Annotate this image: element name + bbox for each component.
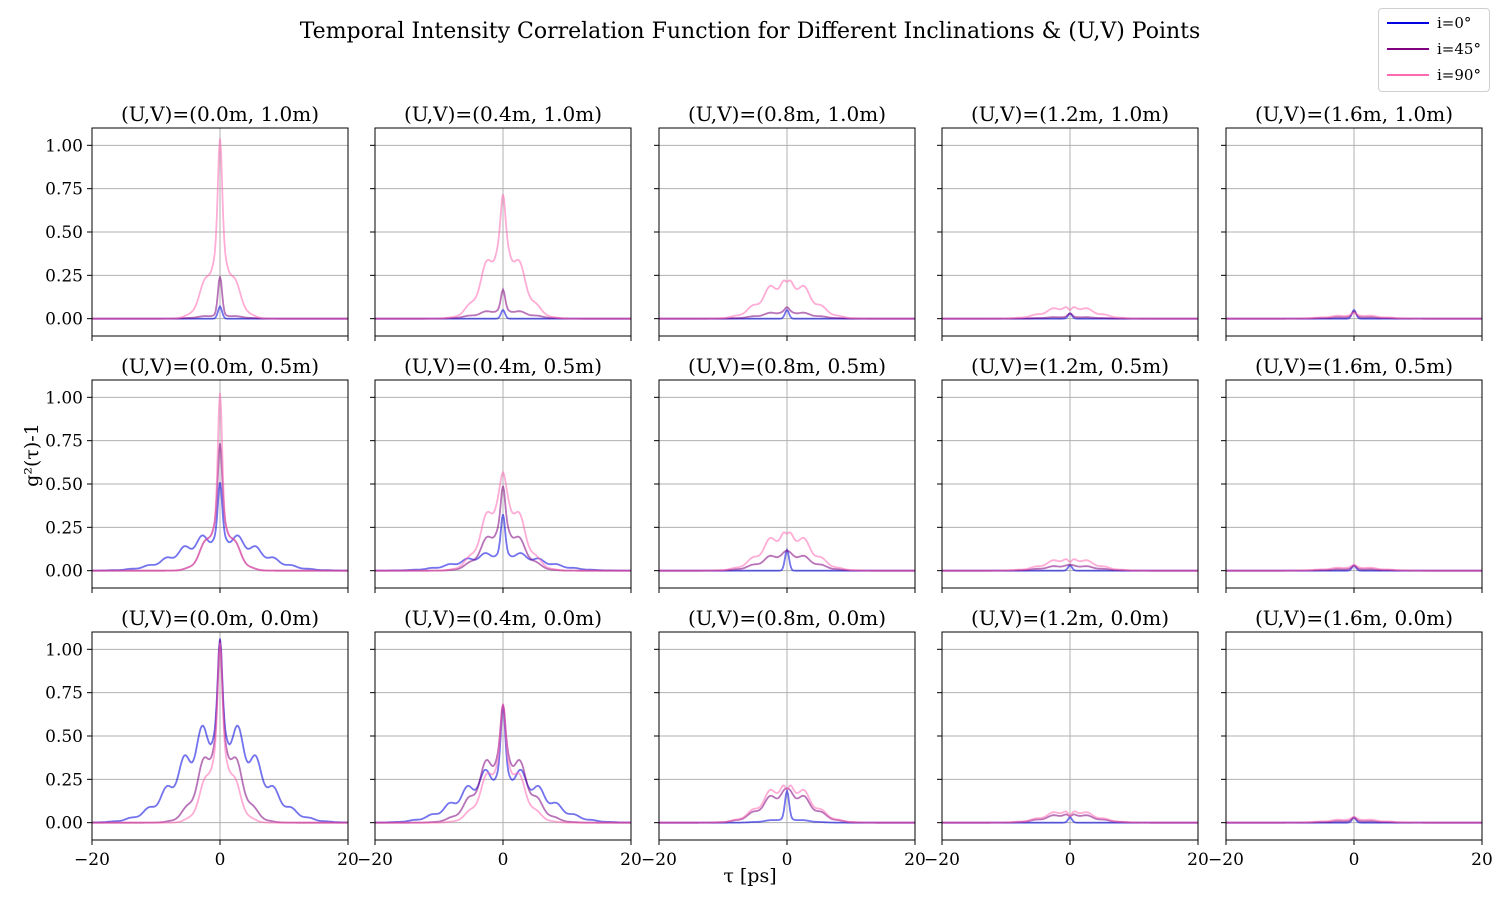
y-tick-label: 1.00	[45, 136, 83, 156]
x-tick-label: 20	[1471, 850, 1493, 870]
y-tick-label: 0.00	[45, 814, 83, 834]
y-tick-label: 0.75	[45, 432, 83, 452]
panel-5: (U,V)=(1.6m, 1.0m)	[1221, 102, 1483, 341]
x-tick-label: −20	[641, 850, 677, 870]
x-tick-label: −20	[1208, 850, 1244, 870]
panel-title: (U,V)=(0.4m, 0.5m)	[404, 354, 602, 378]
series-line	[375, 703, 631, 824]
x-tick-label: 0	[1349, 850, 1360, 870]
y-tick-label: 0.75	[45, 180, 83, 200]
panel-1: (U,V)=(0.0m, 1.0m) 0.00 0.25 0.50 0.75 1.00	[45, 102, 349, 341]
x-tick-label: 0	[498, 850, 509, 870]
series-line	[92, 138, 348, 320]
series-line	[659, 279, 915, 320]
panel-12: (U,V)=(0.4m, 0.0m) −20 0 20	[357, 606, 642, 870]
y-tick-label: 0.50	[45, 223, 83, 243]
series-line	[92, 392, 348, 572]
legend-item-i45: i=45°	[1387, 39, 1481, 59]
panel-title: (U,V)=(0.8m, 0.5m)	[688, 354, 886, 378]
x-tick-label: 20	[904, 850, 926, 870]
y-tick-label: 0.50	[45, 475, 83, 495]
panel-title: (U,V)=(0.8m, 1.0m)	[688, 102, 886, 126]
panel-title: (U,V)=(0.8m, 0.0m)	[688, 606, 886, 630]
series-line	[942, 306, 1198, 320]
series-line	[659, 784, 915, 824]
legend-item-i0: i=0°	[1387, 13, 1471, 33]
x-tick-label: 0	[782, 850, 793, 870]
y-tick-label: 0.50	[45, 727, 83, 747]
series-line	[659, 531, 915, 572]
y-tick-label: 0.00	[45, 310, 83, 330]
legend-swatch-i45	[1387, 48, 1429, 50]
panel-title: (U,V)=(0.4m, 0.0m)	[404, 606, 602, 630]
x-tick-label: 0	[215, 850, 226, 870]
panel-title: (U,V)=(0.0m, 0.5m)	[121, 354, 319, 378]
panel-title: (U,V)=(0.4m, 1.0m)	[404, 102, 602, 126]
y-tick-label: 0.25	[45, 770, 83, 790]
legend-label-i0: i=0°	[1437, 14, 1472, 32]
y-axis-label: g²(τ)-1	[21, 423, 43, 487]
panel-title: (U,V)=(1.6m, 0.5m)	[1255, 354, 1453, 378]
legend-swatch-i90	[1387, 74, 1429, 76]
panel-10: (U,V)=(1.6m, 0.5m)	[1221, 354, 1483, 593]
y-tick-label: 0.25	[45, 266, 83, 286]
series-line	[375, 514, 631, 572]
panel-14: (U,V)=(1.2m, 0.0m) −20 0 20	[924, 606, 1209, 870]
figure-title: Temporal Intensity Correlation Function …	[300, 19, 1201, 44]
x-tick-label: 20	[620, 850, 642, 870]
x-tick-label: −20	[357, 850, 393, 870]
legend-swatch-i0	[1387, 22, 1429, 24]
legend: i=0° i=45° i=90°	[1378, 8, 1490, 92]
legend-label-i45: i=45°	[1437, 40, 1481, 58]
panel-7: (U,V)=(0.4m, 0.5m)	[370, 354, 632, 593]
series-line	[1226, 815, 1482, 824]
x-tick-label: −20	[74, 850, 110, 870]
panel-title: (U,V)=(0.0m, 1.0m)	[121, 102, 319, 126]
y-tick-label: 0.00	[45, 562, 83, 582]
x-tick-label: 0	[1065, 850, 1076, 870]
series-line	[1226, 563, 1482, 572]
panel-8: (U,V)=(0.8m, 0.5m)	[654, 354, 916, 593]
panel-title: (U,V)=(1.2m, 0.0m)	[971, 606, 1169, 630]
series-line	[1226, 311, 1482, 320]
panel-title: (U,V)=(1.6m, 0.0m)	[1255, 606, 1453, 630]
panel-title: (U,V)=(1.6m, 1.0m)	[1255, 102, 1453, 126]
series-line	[942, 558, 1198, 572]
panel-4: (U,V)=(1.2m, 1.0m)	[937, 102, 1199, 341]
panel-11: (U,V)=(0.0m, 0.0m) −20 0 20 0.00 0.25 0.50 0.75…	[45, 606, 359, 870]
legend-label-i90: i=90°	[1437, 66, 1481, 84]
y-tick-label: 0.75	[45, 684, 83, 704]
x-axis-label: τ [ps]	[723, 865, 776, 887]
x-tick-label: −20	[924, 850, 960, 870]
panel-3: (U,V)=(0.8m, 1.0m)	[654, 102, 916, 341]
panel-6: (U,V)=(0.0m, 0.5m) 0.00 0.25 0.50 0.75 1.00	[45, 354, 349, 593]
y-tick-label: 0.25	[45, 518, 83, 538]
series-line	[942, 810, 1198, 824]
panel-15: (U,V)=(1.6m, 0.0m) −20 0 20	[1208, 606, 1493, 870]
series-line	[92, 482, 348, 572]
panel-2: (U,V)=(0.4m, 1.0m)	[370, 102, 632, 341]
panel-9: (U,V)=(1.2m, 0.5m)	[937, 354, 1199, 593]
x-tick-label: 20	[1187, 850, 1209, 870]
y-tick-label: 1.00	[45, 640, 83, 660]
panel-13: (U,V)=(0.8m, 0.0m) −20 0 20	[641, 606, 926, 870]
y-tick-label: 1.00	[45, 388, 83, 408]
legend-item-i90: i=90°	[1387, 65, 1481, 85]
series-line	[375, 194, 631, 320]
panel-title: (U,V)=(0.0m, 0.0m)	[121, 606, 319, 630]
panel-title: (U,V)=(1.2m, 0.5m)	[971, 354, 1169, 378]
x-tick-label: 20	[337, 850, 359, 870]
panel-title: (U,V)=(1.2m, 1.0m)	[971, 102, 1169, 126]
series-line	[375, 470, 631, 572]
series-line	[92, 642, 348, 824]
series-line	[91, 638, 349, 824]
